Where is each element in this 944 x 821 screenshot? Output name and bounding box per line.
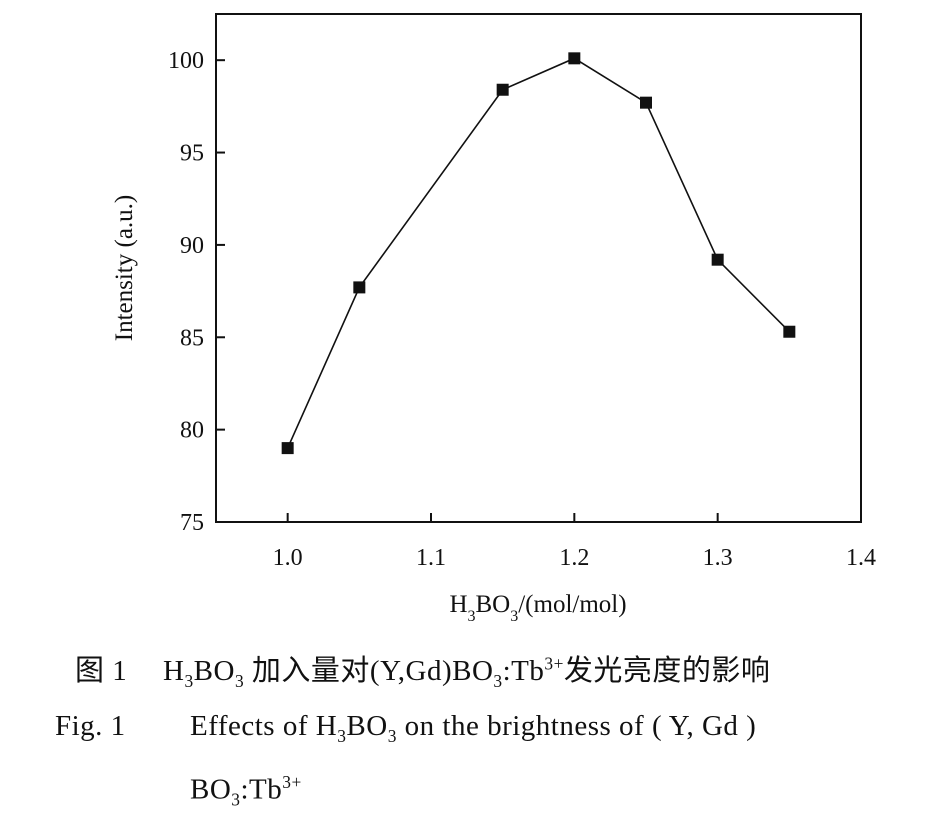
- y-tick-label: 75: [180, 510, 204, 536]
- data-point-marker: [496, 83, 509, 96]
- x-tick-label: 1.1: [416, 545, 446, 571]
- data-point-marker: [568, 52, 581, 65]
- data-series: [281, 52, 796, 455]
- caption-zh-number: 图 1: [75, 655, 128, 687]
- y-axis: 75 80 85 90 95 100: [168, 48, 225, 536]
- y-axis-title: Intensity (a.u.): [111, 195, 138, 341]
- x-tick-label: 1.0: [273, 545, 303, 571]
- data-point-marker: [640, 96, 652, 109]
- plot-frame: [215, 13, 862, 523]
- data-point-marker: [353, 281, 366, 294]
- series-line: [286, 57, 790, 449]
- y-tick-label: 85: [180, 325, 204, 351]
- x-tick-label: 1.2: [559, 545, 589, 571]
- x-tick-label: 1.3: [703, 545, 733, 571]
- x-axis: 1.0 1.1 1.2 1.3 1.4: [273, 513, 876, 571]
- caption-english: Fig. 1 Effects of H3BO3 on the brightness…: [55, 710, 757, 746]
- y-tick-label: 90: [180, 233, 204, 259]
- data-point-marker: [783, 325, 796, 338]
- caption-en-number: Fig. 1: [55, 710, 126, 742]
- caption-english-continued: BO3:Tb3+: [190, 772, 302, 810]
- y-tick-label: 80: [180, 418, 204, 444]
- data-point-marker: [711, 253, 724, 266]
- caption-chinese: 图 1 H3BO3 加入量对(Y,Gd)BO3:Tb3+发光亮度的影响: [75, 647, 770, 692]
- data-point-marker: [281, 442, 294, 455]
- y-tick-label: 95: [180, 141, 204, 167]
- y-tick-label: 100: [168, 48, 204, 74]
- x-axis-title: H3BO3/(mol/mol): [449, 591, 626, 625]
- x-tick-label: 1.4: [846, 545, 876, 571]
